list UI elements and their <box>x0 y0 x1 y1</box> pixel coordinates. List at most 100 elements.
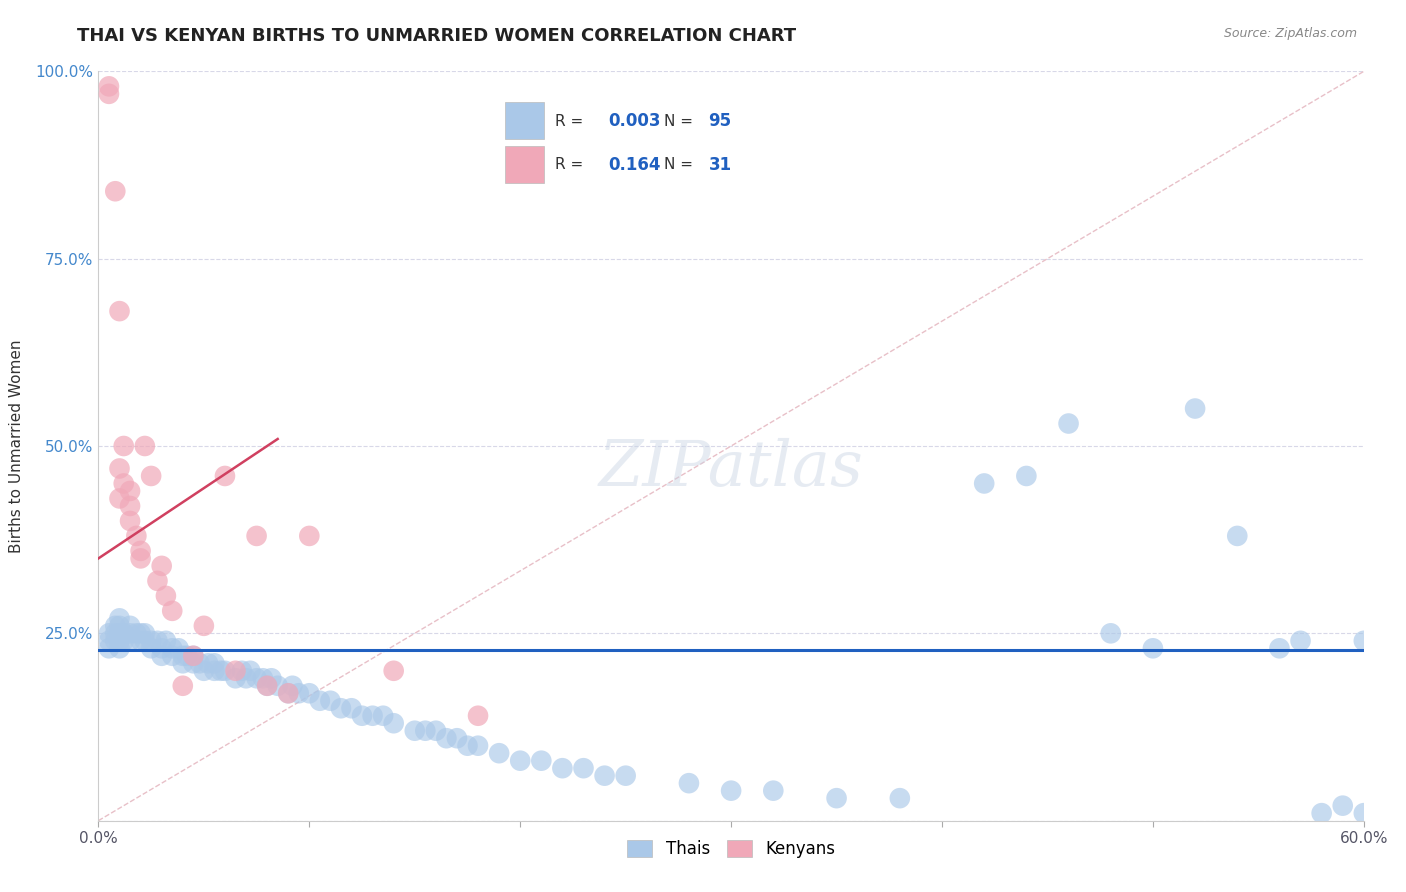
Point <box>256 679 278 693</box>
Point <box>98 633 121 648</box>
Point <box>530 754 553 768</box>
Point <box>120 483 141 498</box>
Point <box>134 626 156 640</box>
Point <box>167 641 190 656</box>
Point <box>425 723 447 738</box>
Point <box>889 791 911 805</box>
Point <box>446 731 468 746</box>
Point <box>98 87 121 101</box>
Point <box>98 641 121 656</box>
Point <box>98 79 121 94</box>
Point <box>141 633 163 648</box>
Point <box>1310 806 1333 821</box>
Point <box>104 619 127 633</box>
Point <box>155 589 177 603</box>
Point <box>277 686 299 700</box>
Point <box>361 708 384 723</box>
Point <box>120 633 141 648</box>
Point <box>1184 401 1206 416</box>
Y-axis label: Births to Unmarried Women: Births to Unmarried Women <box>10 339 24 553</box>
Point <box>340 701 363 715</box>
Point <box>112 626 135 640</box>
Point <box>762 783 785 797</box>
Point <box>193 664 215 678</box>
Point <box>162 604 183 618</box>
Point <box>209 664 232 678</box>
Point <box>204 657 226 671</box>
Point <box>1353 806 1375 821</box>
Point <box>172 679 194 693</box>
Point <box>309 694 332 708</box>
Point <box>172 657 194 671</box>
Point <box>246 529 269 543</box>
Point <box>134 439 156 453</box>
Point <box>183 657 205 671</box>
Point <box>129 551 152 566</box>
Point <box>456 739 478 753</box>
Point <box>108 619 131 633</box>
Point <box>141 469 163 483</box>
Point <box>120 514 141 528</box>
Point <box>256 679 278 693</box>
Point <box>267 679 290 693</box>
Point <box>108 633 131 648</box>
Point <box>382 716 405 731</box>
Point <box>231 664 253 678</box>
Point <box>155 633 177 648</box>
Point <box>678 776 700 790</box>
Point <box>129 544 152 558</box>
Point <box>488 746 510 760</box>
Point <box>352 708 374 723</box>
Point <box>287 686 309 700</box>
Point <box>108 461 131 475</box>
Point <box>183 648 205 663</box>
Point <box>214 469 236 483</box>
Legend: Thais, Kenyans: Thais, Kenyans <box>620 833 842 864</box>
Point <box>1142 641 1164 656</box>
Point <box>467 739 489 753</box>
Point <box>129 633 152 648</box>
Point <box>108 626 131 640</box>
Point <box>104 184 127 198</box>
Point <box>235 671 257 685</box>
Point <box>825 791 848 805</box>
Point <box>125 529 148 543</box>
Point <box>150 648 173 663</box>
Point <box>298 529 321 543</box>
Point <box>108 491 131 506</box>
Point <box>108 641 131 656</box>
Point <box>176 648 198 663</box>
Point <box>382 664 405 678</box>
Point <box>162 641 183 656</box>
Point <box>120 619 141 633</box>
Point <box>1226 529 1249 543</box>
Point <box>1289 633 1312 648</box>
Point <box>104 633 127 648</box>
Point <box>108 611 131 625</box>
Point <box>188 657 211 671</box>
Point <box>150 641 173 656</box>
Point <box>239 664 262 678</box>
Point <box>214 664 236 678</box>
Point <box>183 648 205 663</box>
Point <box>436 731 458 746</box>
Point <box>112 633 135 648</box>
Point <box>246 671 269 685</box>
Point <box>1099 626 1122 640</box>
Point <box>404 723 426 738</box>
Point <box>193 619 215 633</box>
Point <box>134 633 156 648</box>
Point <box>197 657 219 671</box>
Point <box>277 686 299 700</box>
Point <box>146 574 169 588</box>
Point <box>319 694 342 708</box>
Point <box>572 761 595 775</box>
Point <box>120 626 141 640</box>
Point <box>1015 469 1038 483</box>
Point <box>614 769 637 783</box>
Point <box>467 708 489 723</box>
Point <box>509 754 531 768</box>
Point <box>98 626 121 640</box>
Point <box>1057 417 1080 431</box>
Point <box>162 648 183 663</box>
